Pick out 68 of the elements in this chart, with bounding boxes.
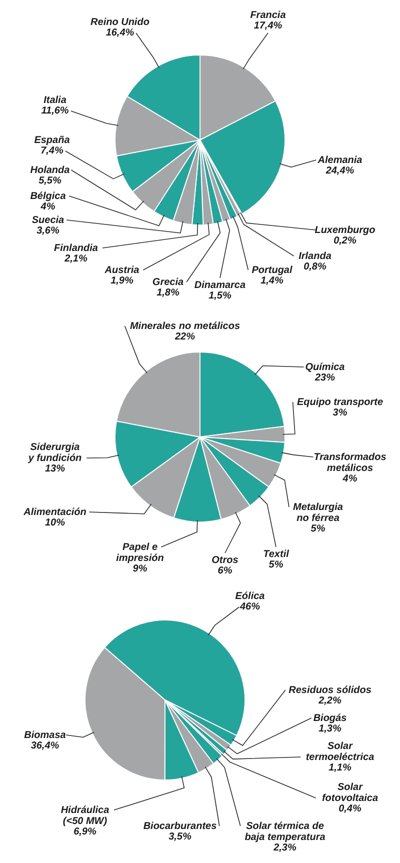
slice-label: Eólica bbox=[235, 590, 266, 602]
slice-label: Solar fotovoltaica bbox=[322, 782, 378, 804]
data-label: 0,4% bbox=[338, 804, 362, 814]
slice-label: Suecia bbox=[32, 214, 65, 226]
slice-label: Química bbox=[305, 362, 346, 372]
slice-label: Biomasa bbox=[24, 730, 66, 740]
slice-label: Grecia bbox=[152, 276, 184, 288]
slice-label: Alemania bbox=[316, 154, 363, 166]
slice-label: Luxemburgo bbox=[314, 224, 376, 236]
data-label: 11,6% bbox=[41, 106, 69, 116]
slice-label: España bbox=[34, 134, 70, 146]
data-label: 0,8% bbox=[304, 262, 327, 272]
slice-label: Biogás bbox=[313, 712, 348, 724]
data-label: 3,5% bbox=[168, 832, 192, 842]
data-label: 46% bbox=[238, 602, 260, 612]
data-label: 1,8% bbox=[156, 288, 180, 298]
data-label: 13% bbox=[44, 464, 66, 474]
slice-label: Minerales no metálicos bbox=[130, 320, 240, 332]
data-label: 5% bbox=[310, 524, 326, 534]
slice-label: Biocarburantes bbox=[143, 820, 218, 832]
data-label: 16,4% bbox=[106, 28, 134, 38]
data-label: 1,9% bbox=[110, 276, 134, 286]
data-label: 1,5% bbox=[208, 290, 232, 302]
slice-label: Bélgica bbox=[30, 190, 66, 202]
slice-label: Solar termoeléctrica bbox=[306, 740, 375, 762]
slice-label: Textil bbox=[263, 548, 290, 560]
data-label: 2,3% bbox=[272, 842, 297, 854]
data-label: 23% bbox=[314, 372, 336, 384]
data-label: 4% bbox=[40, 202, 56, 212]
slice-label: Equipo transporte bbox=[296, 396, 384, 408]
slice-label: Irlanda bbox=[298, 250, 332, 262]
slice-label: Siderurgia y fundición bbox=[27, 442, 82, 464]
data-label: 6,9% bbox=[74, 826, 97, 838]
data-label: 2,1% bbox=[64, 254, 88, 264]
data-label: 1,1% bbox=[328, 762, 352, 774]
data-label: 0,2% bbox=[334, 236, 357, 246]
data-label: 17,4% bbox=[254, 20, 282, 32]
data-label: 7,4% bbox=[40, 146, 64, 156]
slice-label: Dinamarca bbox=[194, 280, 246, 290]
data-label: 4% bbox=[342, 474, 358, 484]
data-label: 6% bbox=[218, 566, 232, 576]
slice-label: Italia bbox=[44, 94, 67, 106]
slice-label: Papel e impresión bbox=[116, 542, 164, 564]
data-label: 5% bbox=[268, 560, 284, 570]
data-label: 9% bbox=[132, 564, 148, 574]
data-label: 3,6% bbox=[36, 226, 60, 236]
slice-label: Reino Unido bbox=[90, 16, 150, 28]
slice-label: Hidráulica (<50 MW) bbox=[60, 804, 110, 826]
slice-label: Solar térmica de baja temperatura bbox=[244, 820, 326, 842]
slice-label: Austria bbox=[104, 264, 140, 276]
slice-label: Portugal bbox=[252, 264, 292, 276]
slice-label: Finlandia bbox=[54, 242, 98, 254]
slice-label: Transformados metálicos bbox=[314, 452, 387, 474]
data-label: 5,5% bbox=[38, 176, 62, 186]
data-label: 1,4% bbox=[260, 276, 284, 286]
slice-label: Francia bbox=[250, 10, 286, 20]
slice-label: Holanda bbox=[30, 164, 70, 176]
slice-label: Alimentación bbox=[22, 506, 86, 518]
data-label: 10% bbox=[44, 518, 66, 528]
data-label: 1,3% bbox=[318, 724, 342, 734]
slice-label: Residuos sólidos bbox=[288, 684, 372, 696]
data-label: 36,4% bbox=[30, 740, 60, 752]
data-label: 24,4% bbox=[324, 166, 354, 176]
slice-label: Otros bbox=[212, 554, 239, 566]
data-label: 22% bbox=[174, 332, 196, 342]
data-label: 2,2% bbox=[318, 696, 342, 706]
slice-label: Metalurgia no férrea bbox=[292, 502, 344, 524]
data-label: 3% bbox=[332, 408, 348, 418]
